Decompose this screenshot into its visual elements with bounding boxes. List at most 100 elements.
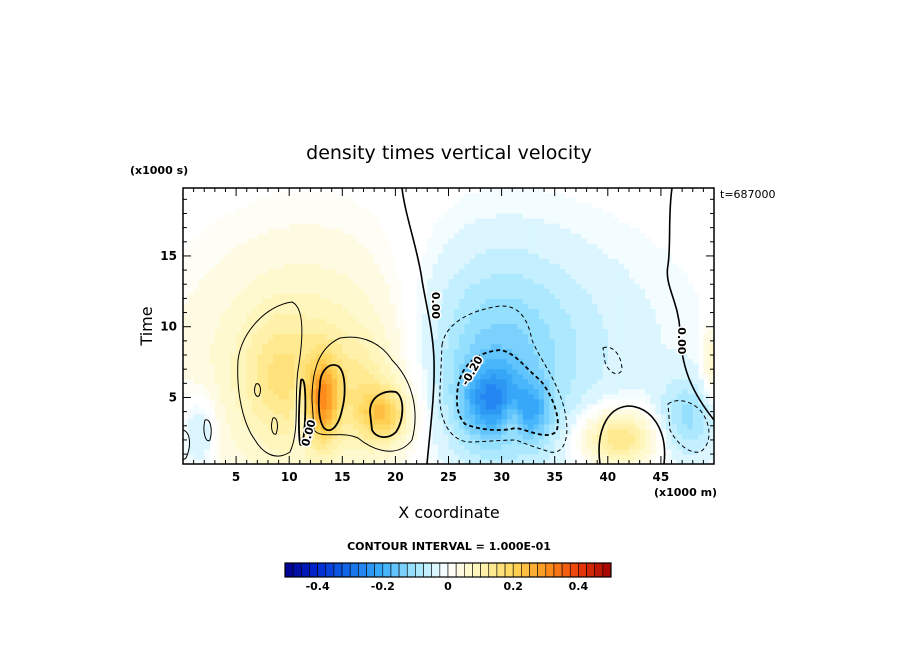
heatmap-cell bbox=[448, 263, 455, 269]
heatmap-cell bbox=[639, 248, 646, 254]
heatmap-cell bbox=[597, 298, 604, 305]
heatmap-cell bbox=[289, 433, 296, 440]
heatmap-cell bbox=[682, 353, 689, 360]
heatmap-cell bbox=[262, 288, 269, 294]
heatmap-cell bbox=[310, 298, 317, 305]
heatmap-cell bbox=[639, 313, 646, 320]
heatmap-cell bbox=[581, 453, 588, 460]
heatmap-cell bbox=[183, 263, 189, 269]
heatmap-cell bbox=[666, 403, 673, 410]
heatmap-cell bbox=[342, 293, 349, 299]
heatmap-cell bbox=[416, 293, 423, 299]
heatmap-cell bbox=[506, 218, 513, 224]
heatmap-cell bbox=[236, 458, 243, 464]
heatmap-cell bbox=[660, 303, 667, 310]
heatmap-cell bbox=[273, 273, 280, 279]
heatmap-cell bbox=[533, 458, 540, 464]
x-tick-label: 40 bbox=[599, 470, 616, 484]
heatmap-cell bbox=[278, 198, 285, 204]
heatmap-cell bbox=[246, 243, 253, 249]
heatmap-cell bbox=[331, 398, 338, 405]
heatmap-cell bbox=[591, 233, 598, 239]
heatmap-cell bbox=[485, 278, 492, 284]
heatmap-cell bbox=[342, 203, 349, 209]
heatmap-cell bbox=[650, 378, 657, 385]
heatmap-cell bbox=[538, 428, 545, 435]
heatmap-cell bbox=[342, 238, 349, 244]
heatmap-cell bbox=[262, 248, 269, 254]
heatmap-cell bbox=[241, 403, 248, 410]
heatmap-cell bbox=[464, 203, 471, 209]
heatmap-cell bbox=[459, 203, 466, 209]
heatmap-cell bbox=[517, 273, 524, 279]
heatmap-cell bbox=[374, 313, 381, 320]
heatmap-cell bbox=[363, 388, 370, 395]
heatmap-cell bbox=[522, 353, 529, 360]
heatmap-cell bbox=[406, 408, 412, 415]
heatmap-cell bbox=[246, 268, 253, 274]
heatmap-cell bbox=[411, 438, 418, 445]
heatmap-cell bbox=[305, 313, 312, 320]
heatmap-cell bbox=[528, 313, 535, 320]
heatmap-cell bbox=[613, 273, 620, 279]
heatmap-cell bbox=[379, 368, 386, 375]
heatmap-cell bbox=[368, 233, 375, 239]
heatmap-cell bbox=[220, 348, 227, 355]
heatmap-cell bbox=[437, 258, 444, 264]
heatmap-cell bbox=[565, 353, 572, 360]
heatmap-cell bbox=[209, 398, 216, 405]
heatmap-cell bbox=[512, 298, 519, 305]
heatmap-cell bbox=[267, 258, 274, 264]
heatmap-cell bbox=[352, 243, 359, 249]
heatmap-cell bbox=[490, 333, 497, 340]
heatmap-cell bbox=[278, 358, 285, 365]
heatmap-cell bbox=[427, 273, 434, 279]
heatmap-cell bbox=[198, 268, 205, 274]
heatmap-cell bbox=[602, 458, 609, 464]
heatmap-cell bbox=[687, 353, 694, 360]
heatmap-cell bbox=[336, 398, 343, 405]
heatmap-cell bbox=[496, 273, 503, 279]
heatmap-cell bbox=[294, 398, 301, 405]
heatmap-cell bbox=[560, 303, 566, 310]
heatmap-cell bbox=[374, 218, 381, 224]
heatmap-cell bbox=[560, 403, 566, 410]
heatmap-cell bbox=[352, 258, 359, 264]
heatmap-cell bbox=[565, 373, 572, 380]
heatmap-cell bbox=[230, 453, 237, 460]
heatmap-cell bbox=[533, 338, 540, 345]
heatmap-cell bbox=[273, 238, 280, 244]
heatmap-cell bbox=[634, 408, 641, 415]
heatmap-cell bbox=[639, 433, 646, 440]
heatmap-cell bbox=[443, 248, 450, 254]
heatmap-cell bbox=[183, 453, 189, 460]
colorbar-swatch bbox=[529, 562, 538, 578]
heatmap-cell bbox=[501, 368, 508, 375]
heatmap-cell bbox=[591, 448, 598, 455]
heatmap-cell bbox=[326, 408, 333, 415]
heatmap-cell bbox=[575, 268, 582, 274]
heatmap-cell bbox=[459, 268, 466, 274]
heatmap-cell bbox=[252, 338, 258, 345]
heatmap-cell bbox=[331, 428, 338, 435]
heatmap-cell bbox=[315, 328, 322, 335]
heatmap-cell bbox=[512, 393, 519, 400]
heatmap-cell bbox=[432, 233, 439, 239]
heatmap-cell bbox=[432, 428, 439, 435]
heatmap-cell bbox=[236, 298, 243, 305]
heatmap-cell bbox=[257, 378, 264, 385]
heatmap-cell bbox=[469, 328, 476, 335]
heatmap-cell bbox=[347, 213, 354, 219]
heatmap-cell bbox=[655, 283, 662, 289]
heatmap-cell bbox=[549, 338, 556, 345]
heatmap-cell bbox=[459, 248, 466, 254]
heatmap-cell bbox=[629, 413, 635, 420]
heatmap-cell bbox=[581, 363, 588, 370]
heatmap-cell bbox=[602, 438, 609, 445]
heatmap-cell bbox=[554, 328, 561, 335]
heatmap-cell bbox=[538, 333, 545, 340]
heatmap-cell bbox=[549, 333, 556, 340]
heatmap-cell bbox=[379, 263, 386, 269]
heatmap-cell bbox=[634, 393, 641, 400]
heatmap-cell bbox=[310, 203, 317, 209]
